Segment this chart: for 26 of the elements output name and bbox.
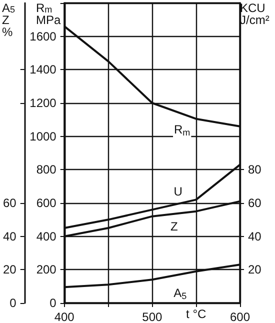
- x-axis-title: t °C: [186, 307, 206, 321]
- y3-axis-title: KCU J/cm²: [240, 1, 270, 27]
- x-tick-label: 600: [230, 310, 250, 323]
- y2-tick-label: 60: [2, 196, 17, 210]
- y2-tick-label: 20: [2, 262, 17, 277]
- y3-tick-label: 40: [248, 229, 262, 244]
- y-tick-label: 1000: [30, 129, 57, 144]
- y-tick-label: 200: [36, 262, 57, 277]
- y-axis-title: Rm MPa: [36, 1, 61, 27]
- x-tick-label: 400: [54, 310, 75, 323]
- y3-tick-label: 60: [248, 196, 262, 210]
- x-tick-label: 500: [142, 310, 163, 323]
- y-tick-label: 800: [36, 162, 57, 177]
- series-label: Z: [170, 219, 178, 234]
- series-label: U: [174, 184, 182, 199]
- y-tick-label: 0: [50, 296, 57, 310]
- y2-axis-title: A5 Z %: [2, 1, 16, 39]
- y2-tick-label: 40: [2, 229, 17, 244]
- y-tick-label: 1600: [30, 29, 57, 44]
- y3-tick-label: 80: [248, 162, 262, 177]
- y-tick-label: 1400: [30, 62, 57, 77]
- y-tick-label: 600: [36, 196, 57, 210]
- y2-tick-label: 0: [10, 296, 17, 310]
- y-tick-label: 1200: [30, 96, 57, 110]
- y-tick-label: 400: [36, 229, 57, 244]
- y3-tick-label: 20: [248, 262, 262, 277]
